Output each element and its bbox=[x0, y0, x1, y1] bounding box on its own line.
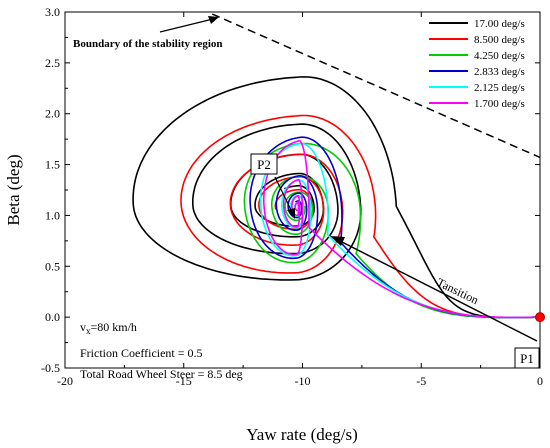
y-tick-label: 1.5 bbox=[45, 158, 60, 172]
p1-box bbox=[514, 347, 540, 369]
boundary-arrow bbox=[159, 18, 214, 33]
p2-arrowhead bbox=[287, 208, 295, 219]
legend-label: 8.500 deg/s bbox=[474, 34, 525, 46]
x-tick-label: 0 bbox=[537, 374, 543, 388]
legend-label: 2.125 deg/s bbox=[474, 82, 525, 94]
y-tick-label: 3.0 bbox=[45, 5, 60, 19]
y-tick-label: 2.5 bbox=[45, 56, 60, 70]
speed-annotation: vx=80 km/h bbox=[80, 320, 137, 336]
stability-boundary-line bbox=[211, 13, 541, 159]
p2-label: P2 bbox=[257, 157, 271, 172]
boundary-arrowhead bbox=[208, 16, 219, 24]
y-tick-label: 2.0 bbox=[45, 107, 60, 121]
y-tick-label: 0.0 bbox=[45, 310, 60, 324]
legend: 17.00 deg/s 8.500 deg/s 4.250 deg/s 2.833 d… bbox=[429, 18, 525, 110]
legend-label: 17.00 deg/s bbox=[474, 18, 525, 30]
steer-annotation: Total Road Wheel Steer = 8.5 deg bbox=[80, 367, 243, 381]
trajectory-series bbox=[132, 76, 541, 319]
y-tick-label: 1.0 bbox=[45, 208, 60, 222]
p2-box bbox=[250, 153, 278, 175]
series-line bbox=[249, 136, 541, 319]
series-line bbox=[132, 76, 541, 319]
y-tick-label: -0.5 bbox=[41, 361, 60, 375]
p2-arrow bbox=[274, 176, 293, 213]
x-tick-label: -10 bbox=[295, 374, 311, 388]
p1-start-point bbox=[535, 312, 545, 323]
transition-arrow bbox=[339, 240, 538, 342]
friction-annotation: Friction Coefficient = 0.5 bbox=[80, 346, 203, 360]
transition-arrowhead bbox=[330, 236, 345, 246]
axis-ticks bbox=[64, 11, 541, 369]
legend-label: 2.833 deg/s bbox=[474, 66, 525, 78]
legend-label: 4.250 deg/s bbox=[474, 50, 525, 62]
y-axis-title: Beta (deg) bbox=[4, 154, 23, 225]
x-tick-label: -20 bbox=[57, 374, 73, 388]
axis-tick-labels: -20 -15 -10 -5 0 -0.5 0.0 0.5 1.0 1.5 2.0 2.5 3.0 bbox=[41, 5, 543, 388]
legend-label: 1.700 deg/s bbox=[474, 98, 525, 110]
y-tick-label: 0.5 bbox=[45, 259, 60, 273]
boundary-label: Boundary of the stability region bbox=[73, 38, 223, 50]
p1-label: P1 bbox=[520, 351, 534, 366]
x-tick-label: -5 bbox=[416, 374, 426, 388]
x-axis-title: Yaw rate (deg/s) bbox=[246, 425, 358, 444]
x-tick-label: -15 bbox=[176, 374, 192, 388]
